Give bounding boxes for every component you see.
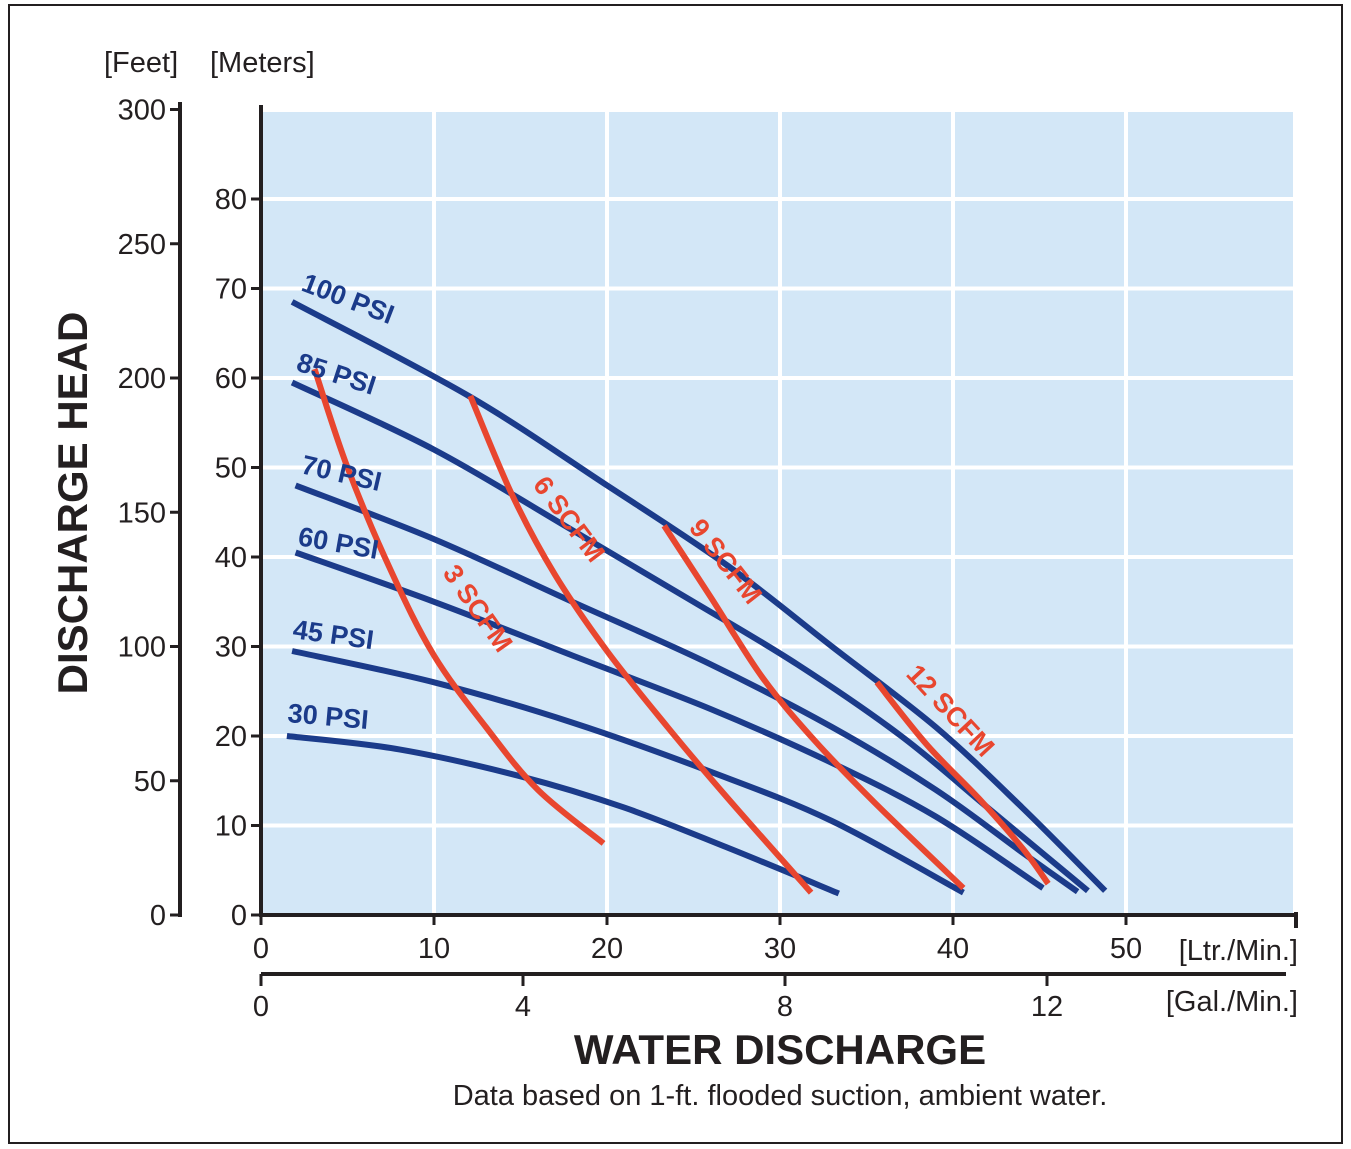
feet-tick-label: 300 [118, 95, 166, 127]
meters-tick-label: 0 [231, 900, 247, 932]
psi-curve-70-psi [294, 482, 1080, 895]
gridlines [261, 112, 1293, 915]
data-note: Data based on 1-ft. flooded suction, amb… [453, 1080, 1108, 1112]
psi-curve-60-psi [294, 549, 1045, 891]
ltr-tick-label: 30 [764, 933, 796, 965]
ltr-tick-label: 20 [591, 933, 623, 965]
gal-tick-label: 0 [253, 991, 269, 1023]
psi-curve-100-psi [290, 299, 1108, 893]
psi-curve-45-psi [291, 648, 965, 896]
meters-tick-label: 10 [215, 811, 247, 843]
psi-curves [286, 299, 1108, 897]
scfm-curves [311, 368, 1051, 895]
scfm-curve-6-scfm [467, 394, 814, 895]
feet-tick-label: 200 [118, 363, 166, 395]
ltr-unit-label: [Ltr./Min.] [1179, 935, 1298, 967]
psi-label-30-psi: 30 PSI [286, 698, 369, 735]
meters-tick-label: 20 [215, 721, 247, 753]
gal-tick-label: 12 [1031, 991, 1063, 1023]
scfm-curve-12-scfm [874, 680, 1051, 886]
feet-tick-label: 100 [118, 632, 166, 664]
feet-tick-label: 150 [118, 497, 166, 529]
ltr-tick-label: 50 [1110, 933, 1142, 965]
gal-tick-label: 8 [777, 991, 793, 1023]
feet-tick-label: 0 [150, 900, 166, 932]
gal-unit-label: [Gal./Min.] [1166, 986, 1298, 1018]
ltr-tick-label: 10 [418, 933, 450, 965]
scfm-curve-3-scfm [311, 368, 606, 846]
meters-tick-label: 60 [215, 363, 247, 395]
feet-unit-label: [Feet] [104, 47, 178, 79]
scfm-curve-9-scfm [661, 524, 966, 891]
chart-frame [8, 4, 1343, 1144]
psi-curve-30-psi [286, 733, 840, 897]
meters-tick-label: 80 [215, 184, 247, 216]
meters-tick-label: 40 [215, 542, 247, 574]
y-axis-title: DISCHARGE HEAD [49, 312, 96, 695]
ltr-tick-label: 0 [253, 933, 269, 965]
meters-tick-label: 70 [215, 274, 247, 306]
meters-tick-label: 30 [215, 632, 247, 664]
ltr-tick-label: 40 [937, 933, 969, 965]
x-axis-title: WATER DISCHARGE [574, 1026, 986, 1073]
gal-tick-label: 4 [515, 991, 531, 1023]
feet-tick-label: 250 [118, 229, 166, 261]
feet-tick-label: 50 [134, 766, 166, 798]
meters-tick-label: 50 [215, 453, 247, 485]
meters-unit-label: [Meters] [210, 47, 315, 79]
